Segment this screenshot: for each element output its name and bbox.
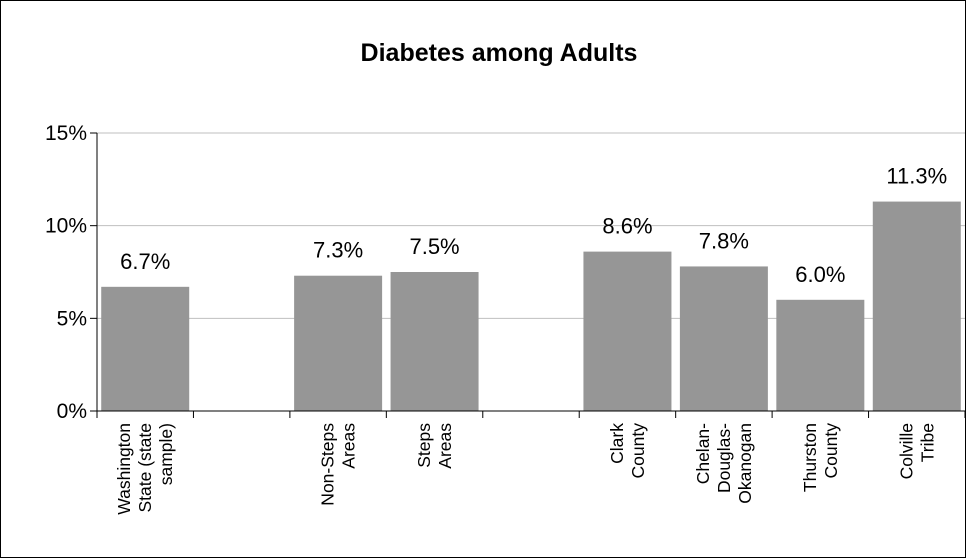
category-labels: WashingtonState (statesample) Non-StepsAr… <box>114 423 937 515</box>
bar <box>679 266 768 411</box>
category-label-line: Okanogan <box>735 423 755 504</box>
bar <box>872 201 961 411</box>
data-label: 7.3% <box>313 238 363 263</box>
data-label: 7.5% <box>409 234 459 259</box>
bar <box>294 275 383 411</box>
category-label: ClarkCounty <box>607 423 648 479</box>
category-label-line: Douglas- <box>714 423 734 493</box>
bar <box>776 299 865 411</box>
y-tick-label: 0% <box>57 400 87 423</box>
category-label-line: Chelan- <box>693 423 713 484</box>
category-label-line: Colville <box>896 423 916 479</box>
category-label-line: sample) <box>156 423 176 485</box>
y-tick-label: 15% <box>45 122 87 145</box>
category-label-line: County <box>628 423 648 479</box>
category-label-line: State (state <box>135 423 155 513</box>
data-label: 11.3% <box>886 164 947 189</box>
gridlines <box>97 132 965 319</box>
category-label: ColvilleTribe <box>896 423 937 479</box>
category-label: Chelan-Douglas-Okanogan <box>693 423 755 504</box>
category-label-line: Non-Steps <box>318 423 338 506</box>
data-label: 6.7% <box>120 249 170 274</box>
data-labels: 6.7% 7.3% 7.5% 8.6% 7.8% 6.0% 11.3% <box>120 164 947 287</box>
category-label-line: County <box>821 423 841 479</box>
y-tick-label: 5% <box>57 307 87 330</box>
category-label-line: Tribe <box>917 423 937 462</box>
category-label: ThurstonCounty <box>800 423 841 492</box>
category-label-line: Thurston <box>800 423 820 492</box>
chart-title: Diabetes among Adults <box>361 39 638 67</box>
category-label-line: Clark <box>607 423 627 464</box>
bars <box>101 201 961 411</box>
category-label: Non-StepsAreas <box>318 423 359 506</box>
y-tick-label: 10% <box>45 215 87 238</box>
category-label-line: Areas <box>435 423 455 469</box>
axes: 0% 5% 10% 15% <box>45 122 965 423</box>
category-label-line: Steps <box>414 423 434 468</box>
data-label: 6.0% <box>795 262 845 287</box>
bar <box>101 286 190 411</box>
category-label: WashingtonState (statesample) <box>114 423 176 515</box>
bar <box>583 251 672 411</box>
category-label-line: Areas <box>339 423 359 469</box>
category-label-line: Washington <box>114 423 134 515</box>
bar <box>390 272 479 411</box>
category-label: StepsAreas <box>414 423 455 469</box>
data-label: 8.6% <box>602 214 652 239</box>
data-label: 7.8% <box>699 228 749 253</box>
